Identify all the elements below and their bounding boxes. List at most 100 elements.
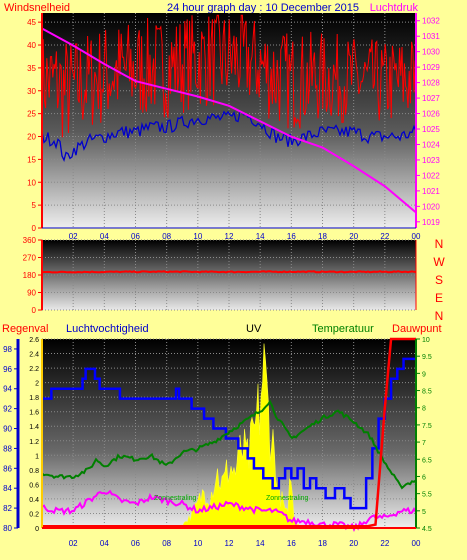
humidity-tick-label: 94 [3, 385, 12, 394]
temp-tick-label: 7 [422, 440, 426, 447]
direction-tick-label: 360 [23, 236, 37, 245]
uv-tick-label: 1.8 [29, 395, 39, 402]
wind-x-tick-label: 08 [162, 232, 171, 241]
climate-x-tick-label: 14 [256, 539, 265, 548]
temp-tick-label: 5 [422, 509, 426, 516]
humidity-tick-label: 86 [3, 464, 12, 473]
pressure-tick-label: 1025 [422, 125, 440, 134]
wind-x-tick-label: 04 [100, 232, 109, 241]
climate-x-tick-label: 22 [380, 539, 389, 548]
humidity-axis-title: Luchtvochtigheid [66, 323, 149, 335]
temp-tick-label: 10 [422, 337, 430, 344]
climate-axes: 00.20.40.60.811.21.41.61.822.22.42.68082… [3, 337, 432, 548]
compass-letters: N W S E N [433, 237, 445, 323]
wind-tick-label: 20 [27, 133, 36, 142]
wind-x-tick-label: 18 [318, 232, 327, 241]
climate-x-tick-label: 02 [69, 539, 78, 548]
chart-title: 24 hour graph day : 10 December 2015 [167, 2, 359, 14]
pressure-tick-label: 1028 [422, 79, 440, 88]
wind-tick-label: 45 [27, 18, 36, 27]
pressure-tick-label: 1030 [422, 48, 440, 57]
compass-n-top: N [435, 237, 444, 251]
wind-tick-label: 25 [27, 110, 36, 119]
temp-tick-label: 7.5 [422, 423, 432, 430]
pressure-tick-label: 1026 [422, 110, 440, 119]
humidity-tick-label: 98 [3, 345, 12, 354]
humidity-tick-label: 80 [3, 524, 12, 533]
climate-x-tick-label: 18 [318, 539, 327, 548]
compass-s: S [435, 273, 443, 287]
humidity-tick-label: 84 [3, 484, 12, 493]
climate-x-tick-label: 16 [287, 539, 296, 548]
humidity-tick-label: 82 [3, 504, 12, 513]
climate-x-tick-label: 08 [162, 539, 171, 548]
pressure-tick-label: 1032 [422, 17, 440, 26]
uv-tick-label: 0.2 [29, 511, 39, 518]
climate-x-tick-label: 12 [225, 539, 234, 548]
wind-x-tick-label: 06 [131, 232, 140, 241]
wind-tick-label: 40 [27, 41, 36, 50]
uv-tick-label: 1.6 [29, 410, 39, 417]
pressure-tick-label: 1023 [422, 156, 440, 165]
direction-grid [42, 239, 417, 311]
pressure-tick-label: 1027 [422, 94, 440, 103]
uv-tick-label: 0.4 [29, 497, 39, 504]
temp-tick-label: 8.5 [422, 389, 432, 396]
temp-tick-label: 9 [422, 371, 426, 378]
compass-e: E [435, 291, 443, 305]
direction-tick-label: 270 [23, 254, 37, 263]
climate-x-tick-label: 06 [131, 539, 140, 548]
direction-axes: 0 90 180 270 360 [23, 236, 417, 315]
humidity-tick-label: 92 [3, 405, 12, 414]
dewpoint-axis-title: Dauwpunt [392, 323, 442, 335]
rain-line [42, 337, 416, 528]
humidity-tick-label: 90 [3, 425, 12, 434]
uv-tick-label: 2.2 [29, 366, 39, 373]
uv-axis-title: UV [246, 323, 262, 335]
temperature-axis-title: Temperatuur [312, 323, 374, 335]
wind-series [41, 14, 417, 214]
climate-x-tick-label: 04 [100, 539, 109, 548]
climate-x-tick-label: 10 [193, 539, 202, 548]
wind-x-tick-label: 16 [287, 232, 296, 241]
wind-tick-label: 30 [27, 87, 36, 96]
wind-x-tick-label: 10 [193, 232, 202, 241]
climate-x-tick-label: 00 [412, 539, 421, 548]
wind-direction-line [41, 270, 417, 274]
direction-series [41, 270, 417, 274]
wind-x-tick-label: 22 [380, 232, 389, 241]
temp-tick-label: 5.5 [422, 492, 432, 499]
climate-x-tick-label: 20 [349, 539, 358, 548]
uv-tick-label: 0 [35, 526, 39, 533]
humidity-line [42, 357, 416, 510]
humidity-tick-label: 96 [3, 365, 12, 374]
wind-axes: 0510152025303540451019102010211022102310… [27, 13, 440, 241]
wind-tick-label: 15 [27, 155, 36, 164]
wind-x-tick-label: 14 [256, 232, 265, 241]
direction-tick-label: 0 [32, 306, 37, 315]
temp-tick-label: 6 [422, 474, 426, 481]
temp-tick-label: 4.5 [422, 526, 432, 533]
pressure-tick-label: 1019 [422, 218, 440, 227]
temperature-line [41, 399, 417, 490]
temp-tick-label: 6.5 [422, 457, 432, 464]
wind-tick-label: 35 [27, 64, 36, 73]
direction-tick-label: 90 [27, 289, 36, 298]
wind-average-line [41, 110, 417, 162]
uv-tick-label: 1.2 [29, 439, 39, 446]
pressure-tick-label: 1022 [422, 171, 440, 180]
zonnestraling-label-1: Zonnestraling [154, 495, 197, 502]
uv-tick-label: 2.6 [29, 337, 39, 344]
pressure-tick-label: 1031 [422, 32, 440, 41]
wind-x-tick-label: 02 [69, 232, 78, 241]
zonnestraling-label-2: Zonnestraling [266, 495, 309, 502]
pressure-line [41, 27, 417, 214]
uv-tick-label: 2.4 [29, 352, 39, 359]
pressure-tick-label: 1021 [422, 187, 440, 196]
wind-tick-label: 0 [32, 224, 37, 233]
uv-tick-label: 1.4 [29, 424, 39, 431]
compass-w: W [433, 255, 445, 269]
wind-x-tick-label: 00 [412, 232, 421, 241]
